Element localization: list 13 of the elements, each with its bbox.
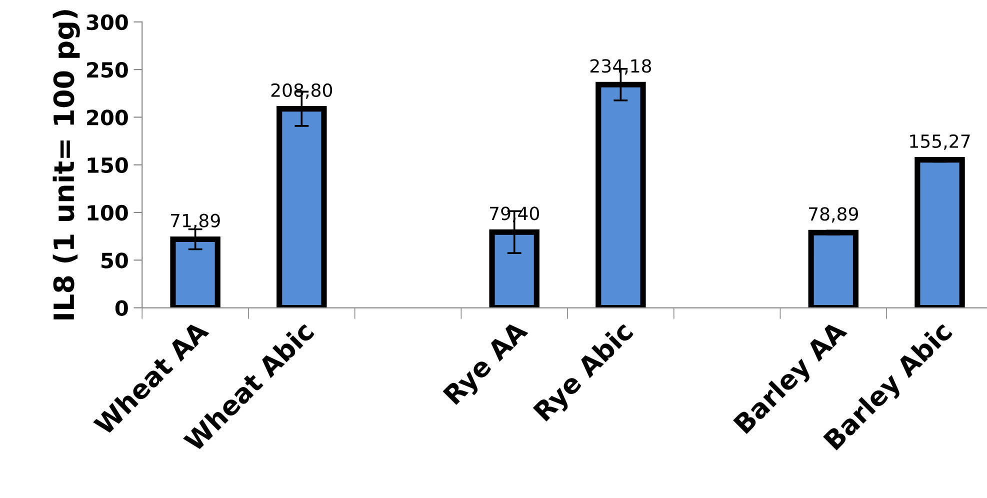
y-tick-label: 100 bbox=[88, 204, 128, 221]
x-tick-label: Rye AA bbox=[442, 319, 532, 409]
data-label: 78,89 bbox=[809, 207, 858, 223]
data-label: 208,80 bbox=[271, 83, 332, 99]
y-tick-label: 300 bbox=[86, 14, 128, 30]
y-tick-label: 200 bbox=[87, 110, 128, 126]
y-tick-label: 0 bbox=[115, 300, 128, 316]
y-axis-title: IL8 (1 unit= 100 pg) bbox=[52, 10, 80, 320]
y-tick-label: 150 bbox=[88, 157, 128, 174]
y-tick-label: 50 bbox=[102, 252, 128, 268]
data-label: 71,89 bbox=[170, 214, 220, 230]
y-tick-label: 250 bbox=[87, 62, 128, 78]
data-label: 155,27 bbox=[910, 134, 970, 150]
